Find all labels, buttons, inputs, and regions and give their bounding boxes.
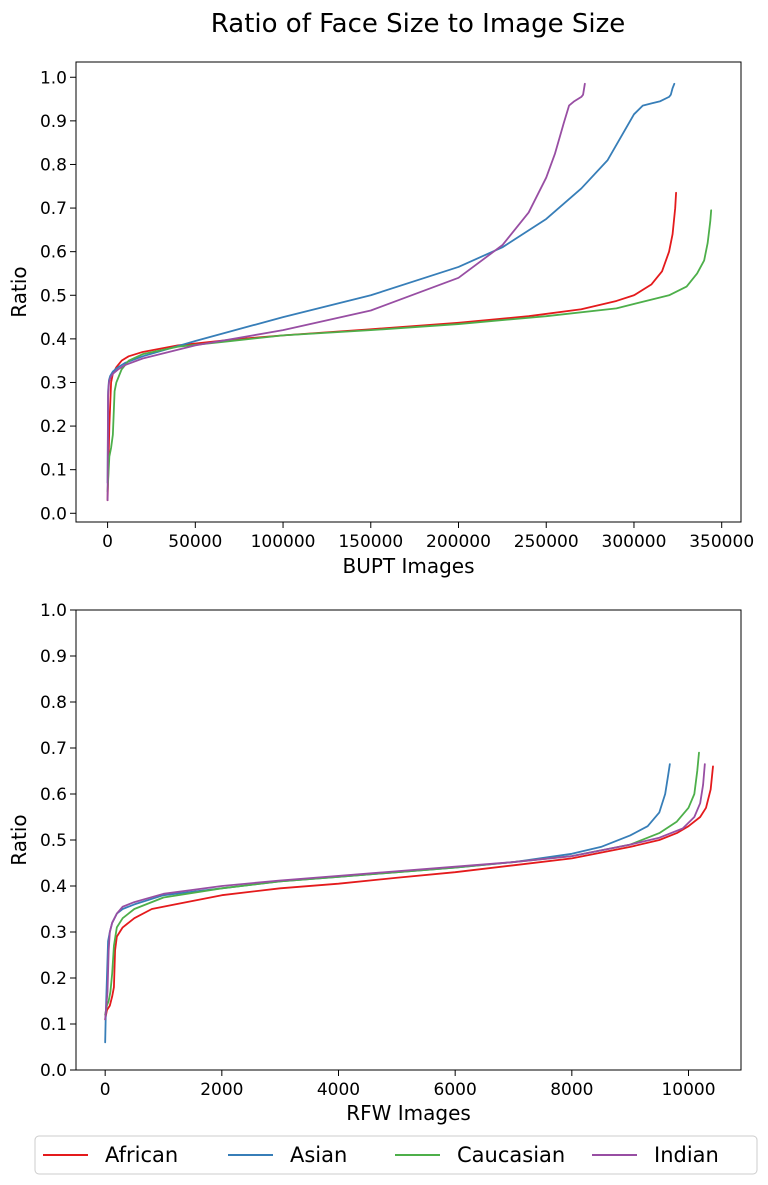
bupt-panel: 0 50000 100000 150000 200000 250000 300000 3500… <box>7 61 754 578</box>
rfw-series-indian <box>104 763 706 1021</box>
bupt-y-tick-label: 0.0 <box>40 504 67 524</box>
rfw-x-tick-label: 0 <box>100 1080 111 1100</box>
rfw-x-tick-label: 6000 <box>434 1080 477 1100</box>
bupt-y-tick-label: 1.0 <box>40 68 67 88</box>
bupt-y-axis-title: Ratio <box>7 266 31 317</box>
bupt-y-tick-label: 0.6 <box>40 243 67 263</box>
bupt-x-tick-label: 0 <box>102 532 113 552</box>
rfw-y-tick-label: 1.0 <box>40 601 67 621</box>
rfw-y-tick-label: 0.4 <box>40 877 67 897</box>
legend-label-indian: Indian <box>654 1143 719 1167</box>
bupt-x-tick-label: 350000 <box>689 532 754 552</box>
bupt-y-tick-label: 0.5 <box>40 286 67 306</box>
bupt-y-tick-label: 0.3 <box>40 373 67 393</box>
legend-label-african: African <box>105 1143 178 1167</box>
bupt-x-tick-label: 100000 <box>251 532 316 552</box>
legend: African Asian Caucasian Indian <box>34 1135 758 1175</box>
rfw-x-tick-label: 4000 <box>317 1080 360 1100</box>
bupt-y-tick-label: 0.8 <box>40 155 67 175</box>
legend-label-asian: Asian <box>290 1143 347 1167</box>
bupt-series-asian <box>106 82 676 484</box>
rfw-series-caucasian <box>104 751 700 1016</box>
bupt-y-tick-label: 0.9 <box>40 112 67 132</box>
rfw-y-tick-label: 0.7 <box>40 739 67 759</box>
rfw-y-tick-label: 0.1 <box>40 1015 67 1035</box>
rfw-x-tick-label: 10000 <box>661 1080 715 1100</box>
rfw-x-axis-title: RFW Images <box>346 1101 471 1125</box>
rfw-series-asian <box>104 763 671 1044</box>
rfw-y-tick-label: 0.5 <box>40 831 67 851</box>
rfw-y-tick-label: 0.8 <box>40 693 67 713</box>
bupt-axes-frame <box>75 61 742 523</box>
bupt-x-tick-label: 50000 <box>168 532 222 552</box>
rfw-y-tick-label: 0.3 <box>40 923 67 943</box>
bupt-x-tick-label: 150000 <box>338 532 403 552</box>
bupt-y-tick-label: 0.7 <box>40 199 67 219</box>
legend-label-caucasian: Caucasian <box>457 1143 565 1167</box>
bupt-x-axis-title: BUPT Images <box>342 554 474 578</box>
rfw-y-axis-title: Ratio <box>7 814 31 865</box>
bupt-series-indian <box>106 82 586 502</box>
chart-title: Ratio of Face Size to Image Size <box>211 9 625 39</box>
bupt-y-tick-label: 0.2 <box>40 417 67 437</box>
bupt-series-caucasian <box>106 209 713 493</box>
rfw-y-tick-label: 0.9 <box>40 647 67 667</box>
rfw-y-tick-label: 0.0 <box>40 1061 67 1081</box>
bupt-y-tick-label: 0.4 <box>40 330 67 350</box>
bupt-x-tick-label: 250000 <box>514 532 579 552</box>
rfw-x-tick-label: 2000 <box>200 1080 243 1100</box>
rfw-y-tick-label: 0.6 <box>40 785 67 805</box>
rfw-x-tick-label: 8000 <box>550 1080 593 1100</box>
bupt-x-tick-label: 300000 <box>602 532 667 552</box>
bupt-y-tick-label: 0.1 <box>40 461 67 481</box>
rfw-y-tick-label: 0.2 <box>40 969 67 989</box>
rfw-series-african <box>104 765 714 1021</box>
rfw-panel: 0 2000 4000 6000 8000 10000 0.0 0.1 0.2 0.3 0.4 0.5… <box>7 601 742 1125</box>
bupt-x-tick-label: 200000 <box>426 532 491 552</box>
